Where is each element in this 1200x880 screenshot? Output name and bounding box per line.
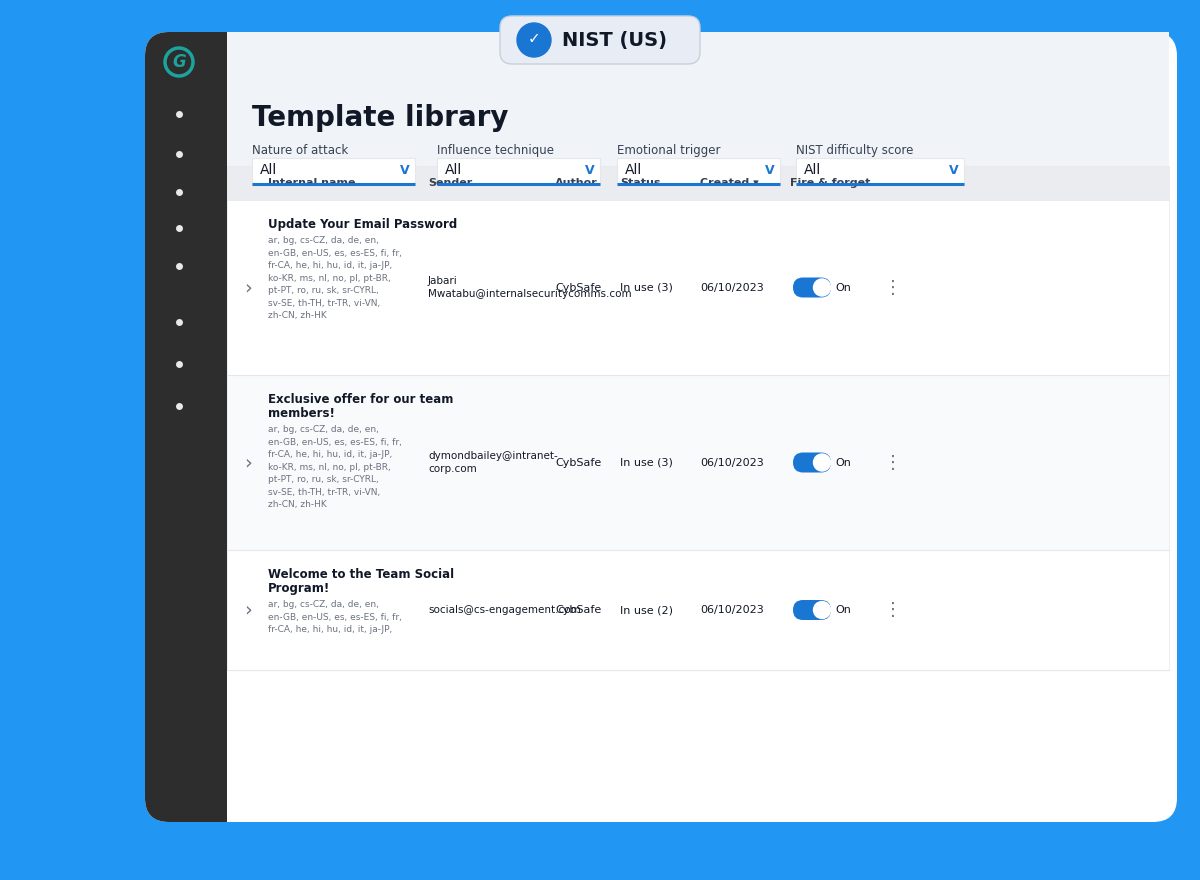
Text: ›: › [244, 278, 252, 297]
Circle shape [814, 454, 830, 471]
Text: G: G [172, 53, 186, 71]
Text: Jabari
Mwatabu@internalsecuritycomms.com: Jabari Mwatabu@internalsecuritycomms.com [428, 276, 631, 299]
Text: Template library: Template library [252, 104, 509, 132]
FancyBboxPatch shape [793, 277, 830, 297]
Text: CybSafe: CybSafe [554, 605, 601, 615]
Text: In use (3): In use (3) [620, 282, 673, 292]
Text: Author: Author [554, 178, 598, 188]
Text: Status: Status [620, 178, 660, 188]
Text: Fire & forget: Fire & forget [790, 178, 870, 188]
Text: Emotional trigger: Emotional trigger [617, 143, 720, 157]
Text: In use (3): In use (3) [620, 458, 673, 467]
Text: ar, bg, cs-CZ, da, de, en,
en-GB, en-US, es, es-ES, fi, fr,
fr-CA, he, hi, hu, i: ar, bg, cs-CZ, da, de, en, en-GB, en-US,… [268, 236, 402, 320]
FancyBboxPatch shape [227, 550, 1169, 670]
Text: Nature of attack: Nature of attack [252, 143, 348, 157]
Text: On: On [835, 605, 851, 615]
Text: ⋮: ⋮ [884, 278, 902, 297]
FancyBboxPatch shape [500, 16, 700, 64]
Text: All: All [804, 163, 821, 177]
Text: CybSafe: CybSafe [554, 458, 601, 467]
FancyBboxPatch shape [145, 32, 227, 822]
Text: Program!: Program! [268, 582, 330, 595]
FancyBboxPatch shape [187, 32, 227, 822]
FancyBboxPatch shape [227, 32, 1169, 180]
Text: 06/10/2023: 06/10/2023 [700, 605, 763, 615]
Text: ⋮: ⋮ [884, 453, 902, 472]
FancyBboxPatch shape [227, 200, 1169, 375]
Text: V: V [766, 164, 775, 177]
Text: All: All [625, 163, 642, 177]
Text: ✓: ✓ [528, 32, 540, 47]
Text: Influence technique: Influence technique [437, 143, 554, 157]
Text: members!: members! [268, 407, 335, 420]
Text: 06/10/2023: 06/10/2023 [700, 282, 763, 292]
Text: In use (2): In use (2) [620, 605, 673, 615]
Circle shape [814, 279, 830, 296]
Circle shape [517, 23, 551, 57]
FancyBboxPatch shape [617, 158, 780, 184]
Text: CybSafe: CybSafe [554, 282, 601, 292]
Text: ›: › [244, 453, 252, 472]
Text: ⋮: ⋮ [884, 601, 902, 619]
Text: ar, bg, cs-CZ, da, de, en,
en-GB, en-US, es, es-ES, fi, fr,
fr-CA, he, hi, hu, i: ar, bg, cs-CZ, da, de, en, en-GB, en-US,… [268, 600, 402, 634]
FancyBboxPatch shape [145, 32, 1177, 822]
Text: V: V [949, 164, 959, 177]
FancyBboxPatch shape [793, 452, 830, 473]
Text: ar, bg, cs-CZ, da, de, en,
en-GB, en-US, es, es-ES, fi, fr,
fr-CA, he, hi, hu, i: ar, bg, cs-CZ, da, de, en, en-GB, en-US,… [268, 425, 402, 509]
Text: 06/10/2023: 06/10/2023 [700, 458, 763, 467]
Text: Exclusive offer for our team: Exclusive offer for our team [268, 393, 454, 406]
FancyBboxPatch shape [796, 158, 964, 184]
Text: On: On [835, 282, 851, 292]
FancyBboxPatch shape [227, 375, 1169, 550]
Text: Welcome to the Team Social: Welcome to the Team Social [268, 568, 454, 581]
Text: V: V [586, 164, 595, 177]
Text: Created ▾: Created ▾ [700, 178, 758, 188]
Text: NIST (US): NIST (US) [562, 31, 666, 49]
FancyBboxPatch shape [437, 158, 600, 184]
FancyBboxPatch shape [793, 600, 830, 620]
Text: NIST difficulty score: NIST difficulty score [796, 143, 913, 157]
Text: Internal name: Internal name [268, 178, 355, 188]
Circle shape [814, 602, 830, 619]
Text: On: On [835, 458, 851, 467]
Text: V: V [400, 164, 410, 177]
Text: Update Your Email Password: Update Your Email Password [268, 218, 457, 231]
Text: socials@cs-engagement.com: socials@cs-engagement.com [428, 605, 581, 615]
FancyBboxPatch shape [227, 166, 1169, 200]
FancyBboxPatch shape [18, 18, 1182, 862]
Text: All: All [445, 163, 462, 177]
FancyBboxPatch shape [252, 158, 415, 184]
Text: All: All [260, 163, 277, 177]
Text: ›: › [244, 600, 252, 620]
Text: Sender: Sender [428, 178, 473, 188]
Text: dymondbailey@intranet-
corp.com: dymondbailey@intranet- corp.com [428, 451, 558, 474]
